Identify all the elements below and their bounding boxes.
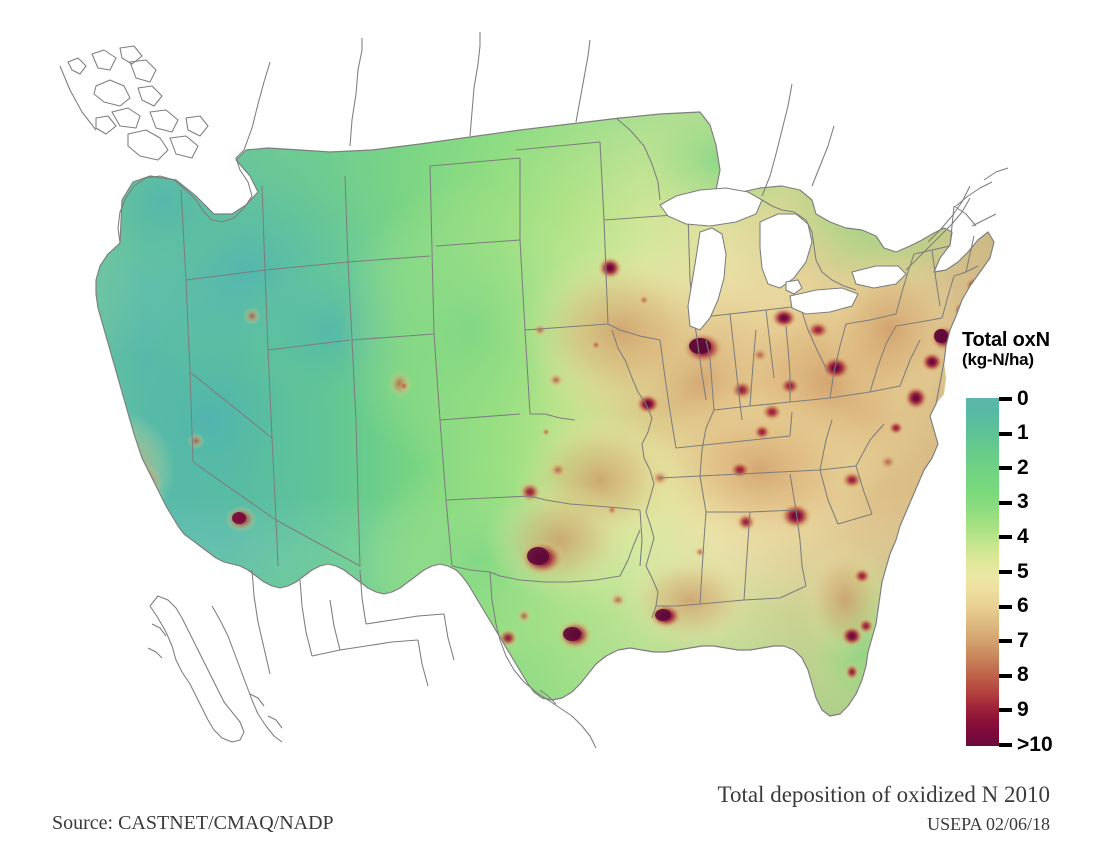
tick-label: 8 [1017, 663, 1029, 687]
colorbar-wrapper: 0 1 2 3 4 5 6 [966, 388, 1100, 755]
tick-label: 6 [1017, 594, 1029, 618]
tick-label: 4 [1017, 524, 1029, 548]
tick-label: 0 [1017, 386, 1029, 410]
legend-title: Total oxN [962, 329, 1050, 351]
tick-label: 9 [1017, 697, 1029, 721]
tick-mark-icon [999, 604, 1012, 609]
tick-label: 2 [1017, 455, 1029, 479]
legend-units: (kg-N/ha) [962, 350, 1034, 370]
tick-label: 3 [1017, 490, 1029, 514]
tick-mark-icon [999, 397, 1012, 401]
colorbar-gradient [966, 398, 999, 746]
mexico-boundaries [147, 569, 597, 749]
tick-label: 5 [1017, 559, 1029, 583]
tick-label: >10 [1017, 732, 1053, 756]
canada-boundaries [59, 32, 1009, 291]
state-boundaries [180, 141, 979, 625]
tick-label: 7 [1017, 628, 1029, 652]
tick-mark-icon [999, 431, 1012, 436]
tick-mark-icon [999, 743, 1012, 747]
tick-mark-icon [999, 535, 1012, 540]
tick-mark-icon [999, 639, 1012, 644]
figure-title: Total deposition of oxidized N 2010 [717, 782, 1050, 807]
tick-mark-icon [999, 500, 1012, 505]
tick-mark-icon [999, 673, 1012, 678]
coastline [95, 111, 995, 717]
map-svg [59, 32, 1020, 749]
tick-mark-icon [999, 570, 1012, 574]
figure-credit: USEPA 02/06/18 [927, 814, 1050, 834]
legend: Total oxN (kg-N/ha) 0 1 2 3 4 [962, 330, 1100, 755]
tick-mark-icon [999, 466, 1012, 471]
great-lakes [659, 187, 907, 331]
figure-source: Source: CASTNET/CMAQ/NADP [52, 812, 334, 834]
tick-mark-icon [999, 708, 1012, 713]
deposition-field [63, 90, 1020, 740]
tick-label: 1 [1017, 421, 1029, 445]
deposition-map [59, 32, 1020, 749]
